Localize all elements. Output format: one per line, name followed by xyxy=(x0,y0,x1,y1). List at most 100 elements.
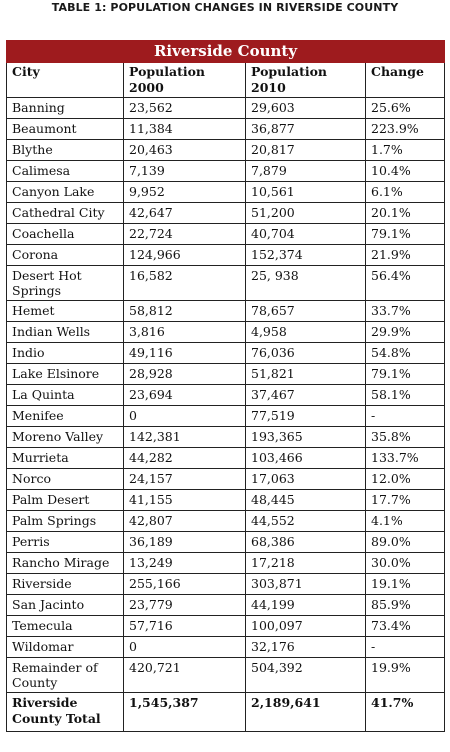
table-row: Lake Elsinore 28,928 51,821 79.1% xyxy=(7,364,445,385)
cell-city: Moreno Valley xyxy=(7,427,124,448)
cell-city: Rancho Mirage xyxy=(7,553,124,574)
total-cell-population-2010: 2,189,641 xyxy=(246,693,366,732)
cell-city: Desert Hot Springs xyxy=(7,266,124,301)
cell-population-2000: 24,157 xyxy=(124,469,246,490)
cell-change: 89.0% xyxy=(366,532,445,553)
total-cell-population-2000: 1,545,387 xyxy=(124,693,246,732)
cell-population-2010: 77,519 xyxy=(246,406,366,427)
cell-city: Canyon Lake xyxy=(7,182,124,203)
cell-change: 4.1% xyxy=(366,511,445,532)
header-population-2010: Population 2010 xyxy=(246,63,366,98)
cell-population-2000: 42,807 xyxy=(124,511,246,532)
header-population-2000: Population 2000 xyxy=(124,63,246,98)
cell-population-2010: 51,200 xyxy=(246,203,366,224)
cell-change: 25.6% xyxy=(366,98,445,119)
cell-city: Calimesa xyxy=(7,161,124,182)
table-row: Norco 24,157 17,063 12.0% xyxy=(7,469,445,490)
cell-population-2000: 41,155 xyxy=(124,490,246,511)
cell-population-2010: 103,466 xyxy=(246,448,366,469)
cell-change: 85.9% xyxy=(366,595,445,616)
cell-city: Indio xyxy=(7,343,124,364)
cell-city: Menifee xyxy=(7,406,124,427)
table-row: Beaumont 11,384 36,877 223.9% xyxy=(7,119,445,140)
cell-population-2010: 100,097 xyxy=(246,616,366,637)
cell-city: Banning xyxy=(7,98,124,119)
cell-population-2000: 22,724 xyxy=(124,224,246,245)
total-cell-change: 41.7% xyxy=(366,693,445,732)
cell-city: San Jacinto xyxy=(7,595,124,616)
total-cell-city: Riverside County Total xyxy=(7,693,124,732)
cell-city: Palm Springs xyxy=(7,511,124,532)
cell-city: Temecula xyxy=(7,616,124,637)
cell-change: 35.8% xyxy=(366,427,445,448)
cell-population-2000: 23,562 xyxy=(124,98,246,119)
table-row: Cathedral City 42,647 51,200 20.1% xyxy=(7,203,445,224)
cell-population-2000: 7,139 xyxy=(124,161,246,182)
cell-population-2010: 193,365 xyxy=(246,427,366,448)
cell-population-2000: 13,249 xyxy=(124,553,246,574)
cell-change: 10.4% xyxy=(366,161,445,182)
cell-population-2010: 20,817 xyxy=(246,140,366,161)
cell-change: 20.1% xyxy=(366,203,445,224)
cell-population-2000: 58,812 xyxy=(124,301,246,322)
cell-population-2000: 42,647 xyxy=(124,203,246,224)
cell-change: 30.0% xyxy=(366,553,445,574)
cell-change: 54.8% xyxy=(366,343,445,364)
cell-change: - xyxy=(366,637,445,658)
table-row: Indio 49,116 76,036 54.8% xyxy=(7,343,445,364)
cell-population-2000: 23,694 xyxy=(124,385,246,406)
cell-population-2000: 20,463 xyxy=(124,140,246,161)
cell-change: 21.9% xyxy=(366,245,445,266)
cell-population-2010: 7,879 xyxy=(246,161,366,182)
cell-population-2010: 40,704 xyxy=(246,224,366,245)
cell-population-2000: 44,282 xyxy=(124,448,246,469)
table-row: Palm Springs 42,807 44,552 4.1% xyxy=(7,511,445,532)
table-row: Perris 36,189 68,386 89.0% xyxy=(7,532,445,553)
header-city: City xyxy=(7,63,124,98)
cell-change: 58.1% xyxy=(366,385,445,406)
table-row: San Jacinto 23,779 44,199 85.9% xyxy=(7,595,445,616)
cell-population-2010: 51,821 xyxy=(246,364,366,385)
cell-population-2000: 11,384 xyxy=(124,119,246,140)
header-change: Change xyxy=(366,63,445,98)
total-row: Riverside County Total 1,545,387 2,189,641… xyxy=(7,693,445,732)
cell-population-2000: 0 xyxy=(124,637,246,658)
cell-population-2010: 303,871 xyxy=(246,574,366,595)
cell-population-2000: 9,952 xyxy=(124,182,246,203)
cell-population-2010: 44,199 xyxy=(246,595,366,616)
cell-population-2000: 16,582 xyxy=(124,266,246,301)
cell-population-2000: 3,816 xyxy=(124,322,246,343)
cell-population-2010: 17,063 xyxy=(246,469,366,490)
table-row: Murrieta 44,282 103,466 133.7% xyxy=(7,448,445,469)
cell-change: 223.9% xyxy=(366,119,445,140)
cell-population-2000: 23,779 xyxy=(124,595,246,616)
table-row: Indian Wells 3,816 4,958 29.9% xyxy=(7,322,445,343)
cell-change: - xyxy=(366,406,445,427)
cell-population-2010: 4,958 xyxy=(246,322,366,343)
population-table: Riverside County City Population 2000 Po… xyxy=(6,40,445,732)
cell-change: 6.1% xyxy=(366,182,445,203)
cell-city: Corona xyxy=(7,245,124,266)
cell-population-2010: 32,176 xyxy=(246,637,366,658)
table-row: Palm Desert 41,155 48,445 17.7% xyxy=(7,490,445,511)
cell-population-2000: 124,966 xyxy=(124,245,246,266)
cell-population-2010: 17,218 xyxy=(246,553,366,574)
cell-change: 73.4% xyxy=(366,616,445,637)
cell-city: La Quinta xyxy=(7,385,124,406)
cell-city: Wildomar xyxy=(7,637,124,658)
cell-population-2010: 68,386 xyxy=(246,532,366,553)
cell-population-2010: 76,036 xyxy=(246,343,366,364)
table-row: Remainder of County 420,721 504,392 19.9% xyxy=(7,658,445,693)
cell-population-2010: 37,467 xyxy=(246,385,366,406)
cell-city: Lake Elsinore xyxy=(7,364,124,385)
cell-change: 12.0% xyxy=(366,469,445,490)
county-band-title: Riverside County xyxy=(7,41,445,63)
table-row: Corona 124,966 152,374 21.9% xyxy=(7,245,445,266)
table-band-row: Riverside County xyxy=(7,41,445,63)
cell-population-2000: 420,721 xyxy=(124,658,246,693)
cell-population-2000: 142,381 xyxy=(124,427,246,448)
table-row: Blythe 20,463 20,817 1.7% xyxy=(7,140,445,161)
cell-population-2010: 25, 938 xyxy=(246,266,366,301)
cell-change: 133.7% xyxy=(366,448,445,469)
cell-city: Hemet xyxy=(7,301,124,322)
